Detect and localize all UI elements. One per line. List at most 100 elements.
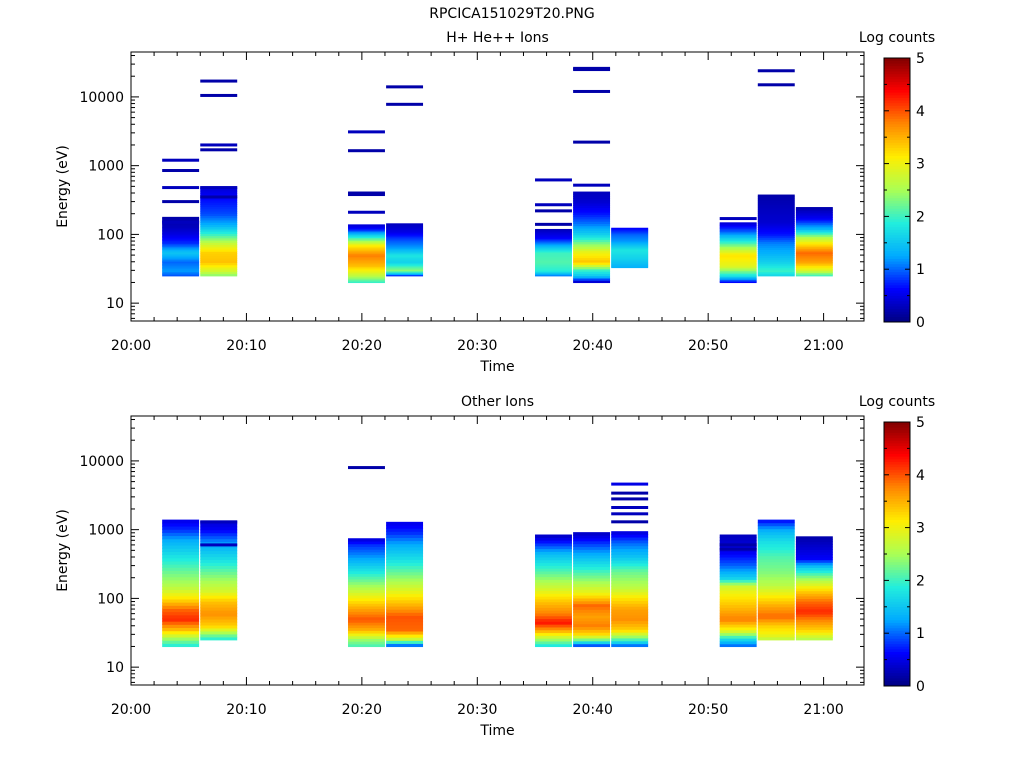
heatmap-cell bbox=[795, 246, 833, 249]
heatmap-cell bbox=[795, 557, 833, 561]
heatmap-cell bbox=[719, 610, 757, 614]
heatmap-cell bbox=[535, 246, 572, 249]
heatmap-cell bbox=[200, 562, 238, 566]
colorbar-cell bbox=[884, 179, 910, 183]
colorbar-tick-label: 5 bbox=[916, 415, 925, 431]
heatmap-cell bbox=[348, 234, 385, 237]
heatmap-cell bbox=[386, 260, 424, 262]
heatmap-cell bbox=[535, 643, 572, 648]
colorbar-cell bbox=[884, 313, 910, 318]
heatmap-cell bbox=[200, 541, 238, 546]
heatmap-cell bbox=[795, 624, 833, 628]
heatmap-cell bbox=[386, 245, 424, 248]
heatmap-cell bbox=[200, 559, 238, 563]
heatmap-cell bbox=[535, 596, 572, 600]
heatmap-cell bbox=[611, 236, 649, 239]
heatmap-cell bbox=[386, 267, 424, 270]
heatmap-cell bbox=[611, 594, 649, 599]
heatmap-cell bbox=[162, 595, 200, 600]
heatmap-cell bbox=[757, 543, 795, 548]
heatmap-cell bbox=[795, 227, 833, 230]
heatmap-cell bbox=[757, 265, 795, 269]
heatmap-cell bbox=[611, 229, 649, 232]
heatmap-cell bbox=[719, 593, 757, 597]
heatmap-cell bbox=[348, 568, 385, 572]
heatmap-cell bbox=[719, 253, 757, 256]
colorbar-cell bbox=[884, 242, 910, 246]
heatmap-cell bbox=[162, 538, 200, 543]
heatmap-cell bbox=[386, 263, 424, 266]
heatmap-cell bbox=[200, 199, 238, 203]
heatmap-cell bbox=[348, 638, 385, 642]
heatmap-cell bbox=[200, 592, 238, 596]
heatmap-cell bbox=[386, 239, 424, 241]
spectrum-column bbox=[573, 66, 611, 284]
colorbar-cell bbox=[884, 70, 910, 75]
heatmap-cell bbox=[535, 601, 572, 606]
heatmap-cell bbox=[162, 614, 200, 619]
heatmap-cell bbox=[200, 612, 238, 617]
colorbar-cell bbox=[884, 585, 910, 589]
heatmap-cell bbox=[719, 241, 757, 244]
heatmap-cell bbox=[200, 607, 238, 611]
colorbar-tick-label: 3 bbox=[916, 521, 925, 537]
heatmap-cell bbox=[535, 235, 572, 238]
colorbar-tick-label: 1 bbox=[916, 262, 925, 278]
heatmap-cell bbox=[573, 246, 611, 249]
heatmap-cell bbox=[795, 241, 833, 244]
heatmap-cell bbox=[348, 240, 385, 243]
colorbar-cell bbox=[884, 659, 910, 663]
heatmap-cell bbox=[611, 591, 649, 596]
heatmap-cell bbox=[162, 244, 200, 247]
heatmap-cell bbox=[795, 239, 833, 243]
heatmap-cell bbox=[200, 604, 238, 608]
colorbar-cell bbox=[884, 237, 910, 241]
colorbar-cell bbox=[884, 303, 910, 307]
heatmap-cell bbox=[535, 565, 572, 569]
heatmap-cell bbox=[348, 630, 385, 634]
heatmap-cell bbox=[795, 225, 833, 229]
heatmap-cell bbox=[757, 237, 795, 240]
colorbar-cell bbox=[884, 424, 910, 428]
heatmap-cell bbox=[611, 588, 649, 593]
heatmap-cell bbox=[611, 560, 649, 564]
heatmap-cell bbox=[611, 571, 649, 576]
heatmap-line bbox=[348, 466, 385, 470]
heatmap-cell bbox=[386, 240, 424, 243]
heatmap-cell bbox=[611, 232, 649, 235]
colorbar-cell bbox=[884, 84, 910, 88]
heatmap-cell bbox=[757, 231, 795, 234]
heatmap-cell bbox=[535, 264, 572, 266]
colorbar-cell bbox=[884, 498, 910, 502]
heatmap-cell bbox=[535, 584, 572, 589]
heatmap-cell bbox=[348, 249, 385, 252]
heatmap-cell bbox=[535, 254, 572, 257]
heatmap-cell bbox=[795, 616, 833, 620]
heatmap-cell bbox=[386, 549, 424, 554]
colorbar-cell bbox=[884, 632, 910, 637]
heatmap-line bbox=[719, 543, 757, 547]
colorbar-cell bbox=[884, 73, 910, 77]
heatmap-cell bbox=[719, 635, 757, 639]
heatmap-cell bbox=[348, 262, 385, 265]
colorbar-cell bbox=[884, 139, 910, 143]
heatmap-cell bbox=[611, 250, 649, 253]
heatmap-cell bbox=[573, 277, 611, 281]
heatmap-cell bbox=[611, 611, 649, 616]
heatmap-cell bbox=[162, 233, 200, 236]
colorbar-cell bbox=[884, 640, 910, 645]
y-tick-label: 10000 bbox=[79, 90, 124, 106]
heatmap-cell bbox=[757, 212, 795, 216]
heatmap-cell bbox=[573, 617, 611, 622]
colorbar-cell bbox=[884, 89, 910, 93]
heatmap-cell bbox=[162, 573, 200, 578]
heatmap-line bbox=[611, 482, 649, 486]
heatmap-cell bbox=[573, 603, 611, 608]
heatmap-cell bbox=[348, 597, 385, 602]
heatmap-cell bbox=[162, 586, 200, 590]
colorbar-cell bbox=[884, 561, 910, 565]
heatmap-cell bbox=[386, 246, 424, 249]
colorbar-cell bbox=[884, 239, 910, 244]
colorbar-cell bbox=[884, 142, 910, 146]
heatmap-data bbox=[162, 66, 833, 284]
